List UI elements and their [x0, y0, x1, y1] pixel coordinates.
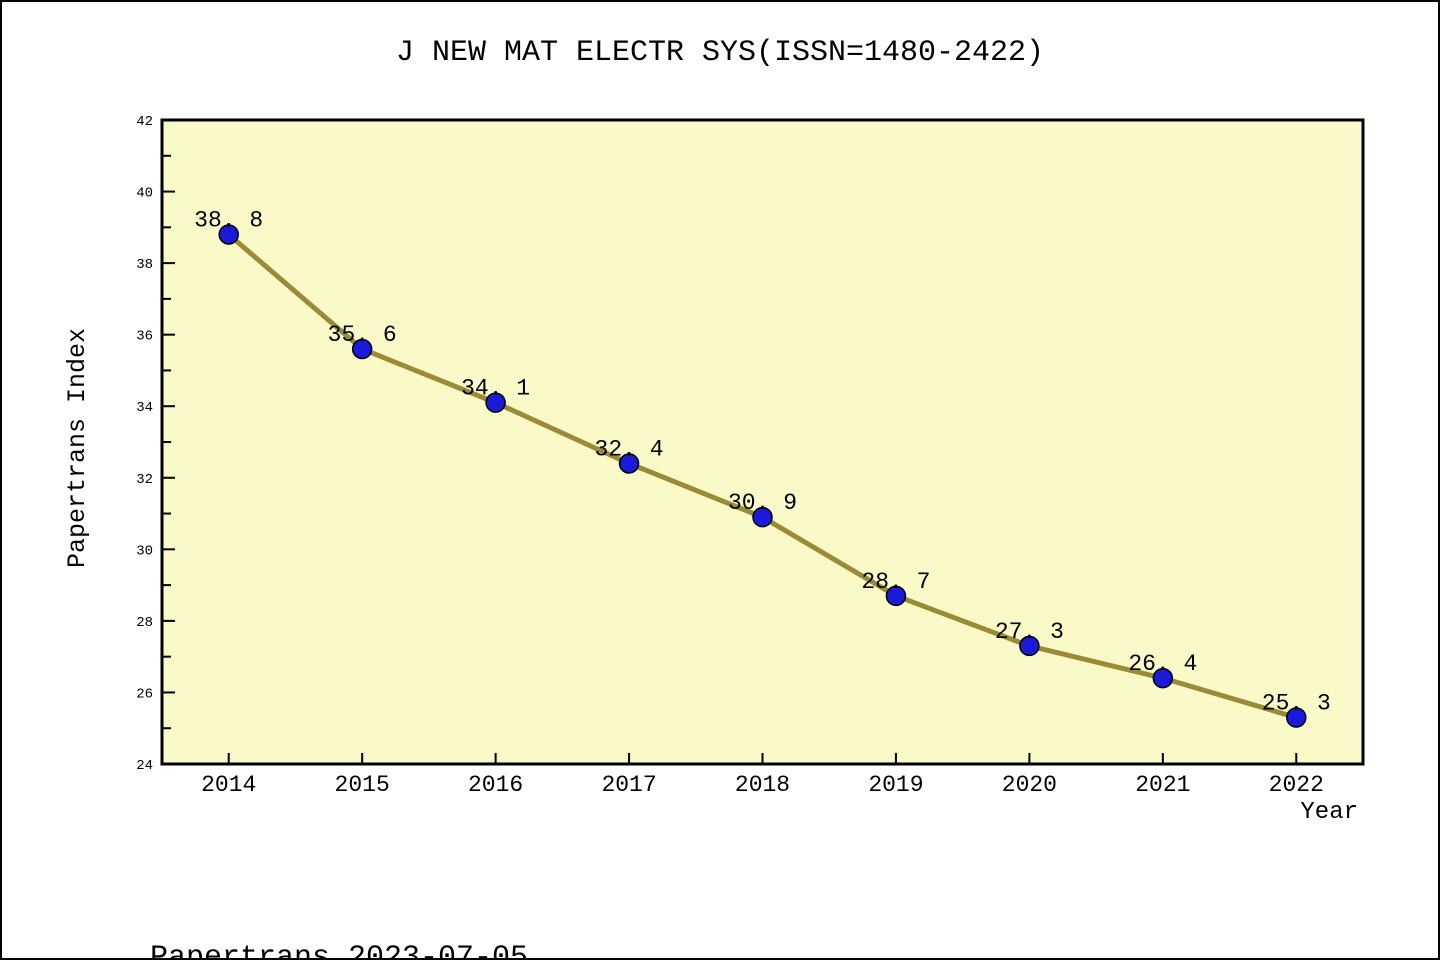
data-point: [485, 392, 506, 413]
y-tick-label: 32: [136, 472, 153, 488]
data-point-label: 28. 7: [861, 569, 930, 595]
data-point-label: 38. 8: [194, 207, 263, 233]
x-axis-title: Year: [1300, 799, 1358, 826]
data-point: [618, 453, 640, 474]
data-point-label: 30. 9: [728, 490, 797, 516]
x-tick-label: 2014: [201, 772, 256, 798]
data-point-label: 35. 6: [328, 322, 397, 348]
data-point: [752, 506, 773, 528]
x-tick-label: 2016: [468, 772, 523, 798]
data-point-label: 25. 3: [1262, 690, 1331, 716]
y-tick-label: 42: [136, 114, 153, 130]
x-tick-label: 2019: [868, 772, 923, 798]
chart-footer: Papertrans 2023-07-05 Copyright_02: [150, 838, 529, 960]
x-tick-label: 2018: [735, 772, 790, 798]
x-tick-label: 2015: [335, 772, 390, 798]
x-tick-label: 2020: [1002, 772, 1057, 798]
y-tick-label: 24: [136, 758, 153, 774]
y-tick-label: 26: [136, 686, 153, 702]
x-tick-label: 2017: [601, 772, 656, 798]
data-point: [351, 338, 373, 360]
data-point-label: 26. 4: [1128, 651, 1197, 677]
y-tick-label: 40: [136, 186, 153, 202]
data-point: [1286, 707, 1307, 728]
y-tick-label: 30: [136, 543, 153, 559]
x-tick-label: 2022: [1269, 772, 1324, 798]
data-point: [1019, 635, 1040, 657]
data-point: [218, 224, 239, 245]
data-point: [1152, 667, 1174, 689]
data-point: [885, 585, 907, 607]
y-tick-label: 34: [136, 400, 153, 416]
y-tick-label: 38: [136, 257, 153, 273]
plot-area: [160, 118, 1365, 766]
y-tick-label: 36: [136, 329, 153, 345]
y-tick-label: 28: [136, 615, 153, 631]
data-point-label: 32. 4: [595, 436, 664, 462]
data-point-label: 34. 1: [461, 376, 530, 402]
footer-date-line: Papertrans 2023-07-05: [150, 941, 529, 960]
data-point-label: 27. 3: [995, 619, 1064, 645]
x-tick-label: 2021: [1135, 772, 1190, 798]
chart-title: J NEW MAT ELECTR SYS(ISSN=1480-2422): [395, 36, 1045, 70]
